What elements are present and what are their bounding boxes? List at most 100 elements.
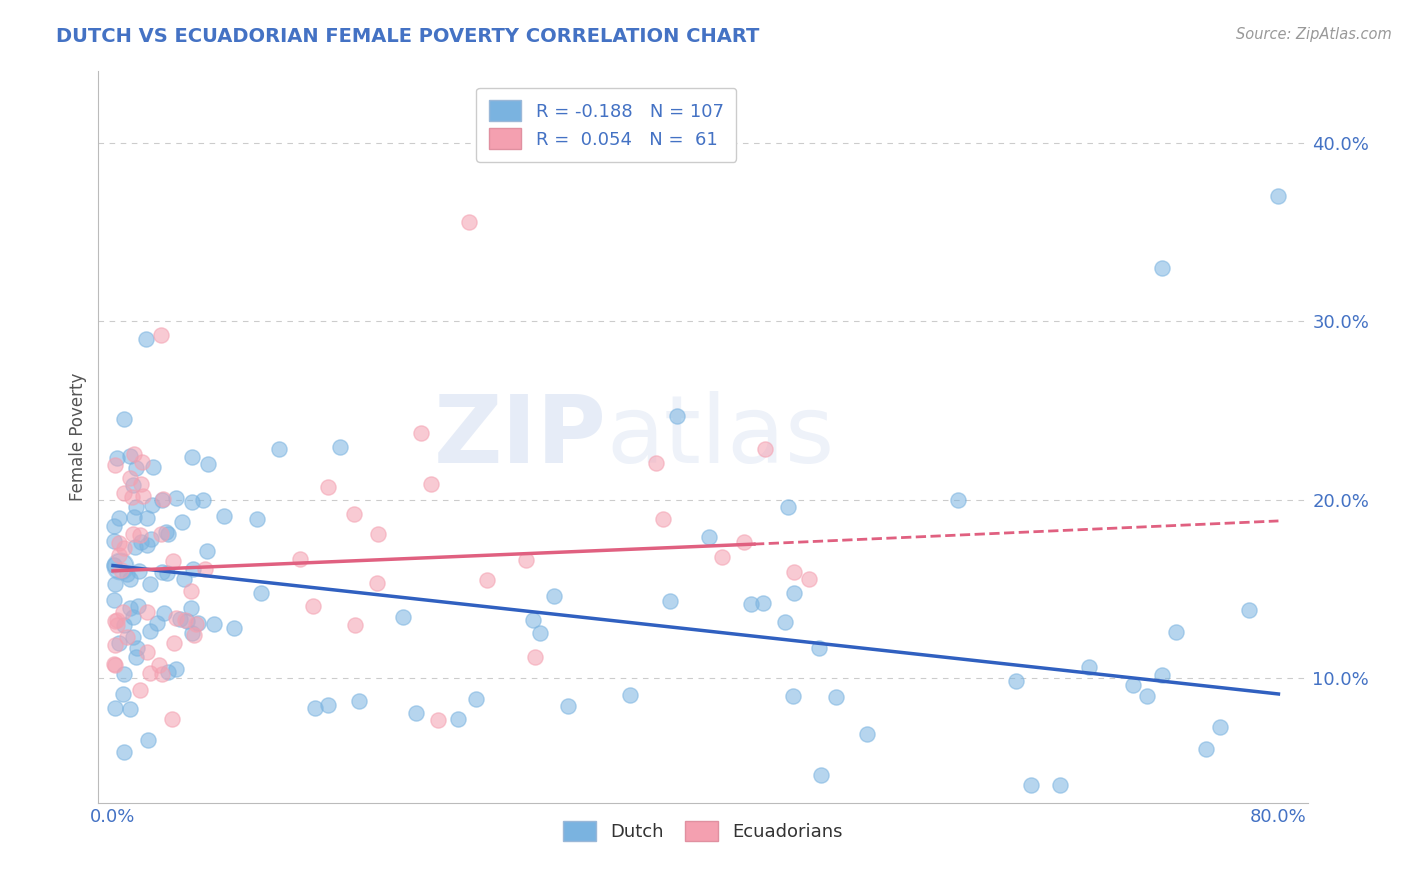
Point [146,615,169,630]
Point [112,486,135,500]
Point [122,610,145,624]
Point [1267,189,1289,203]
Point [118,471,141,485]
Point [118,702,141,716]
Point [127,599,149,613]
Point [301,599,323,613]
Point [1078,660,1101,674]
Point [202,617,225,632]
Point [108,536,131,550]
Point [347,694,370,708]
Point [121,527,143,541]
Point [115,630,138,644]
Point [1166,625,1188,640]
Legend: Dutch, Ecuadorians: Dutch, Ecuadorians [555,814,851,848]
Point [129,528,152,542]
Point [194,562,217,576]
Point [104,458,127,473]
Point [290,551,312,566]
Point [329,441,352,455]
Point [104,700,127,714]
Point [181,626,204,640]
Point [111,687,134,701]
Point [543,589,565,603]
Point [136,538,159,552]
Point [128,564,150,578]
Point [103,592,125,607]
Point [1150,260,1173,275]
Point [465,691,488,706]
Point [181,450,204,464]
Point [457,215,479,229]
Point [169,611,191,625]
Text: Source: ZipAtlas.com: Source: ZipAtlas.com [1236,27,1392,42]
Point [524,650,547,665]
Point [856,727,879,741]
Point [807,640,830,655]
Point [366,576,388,591]
Point [782,585,804,599]
Point [121,490,143,504]
Point [711,549,734,564]
Point [411,426,433,441]
Point [103,533,125,548]
Point [783,565,806,579]
Point [778,500,800,514]
Text: DUTCH VS ECUADORIAN FEMALE POVERTY CORRELATION CHART: DUTCH VS ECUADORIAN FEMALE POVERTY CORRE… [56,27,759,45]
Point [136,645,159,659]
Point [810,768,832,782]
Point [107,549,129,563]
Point [183,628,205,642]
Point [152,492,174,507]
Point [246,512,269,526]
Point [619,689,641,703]
Point [173,572,195,586]
Point [132,489,155,503]
Point [212,508,235,523]
Point [645,456,668,470]
Point [129,682,152,697]
Point [734,534,756,549]
Point [1049,778,1071,792]
Point [250,586,273,600]
Point [148,657,170,672]
Point [112,605,135,619]
Point [105,613,128,627]
Point [343,507,366,521]
Point [112,412,135,426]
Point [141,498,163,512]
Text: atlas: atlas [606,391,835,483]
Point [522,613,544,627]
Point [104,576,127,591]
Point [139,665,162,680]
Point [118,572,141,586]
Point [180,600,202,615]
Point [222,621,245,635]
Point [105,618,128,632]
Point [120,449,142,463]
Point [165,611,187,625]
Point [162,554,184,568]
Point [160,712,183,726]
Point [1136,689,1159,703]
Point [125,461,148,475]
Point [163,636,186,650]
Point [150,566,173,580]
Point [112,541,135,555]
Point [121,478,143,492]
Point [110,558,132,573]
Point [269,442,291,456]
Point [104,638,127,652]
Point [165,661,187,675]
Point [176,614,198,628]
Point [181,562,204,576]
Point [477,573,499,587]
Point [125,649,148,664]
Point [665,409,688,423]
Point [197,457,219,471]
Point [1150,668,1173,682]
Point [152,491,174,506]
Point [112,618,135,632]
Point [152,606,174,620]
Point [122,510,145,524]
